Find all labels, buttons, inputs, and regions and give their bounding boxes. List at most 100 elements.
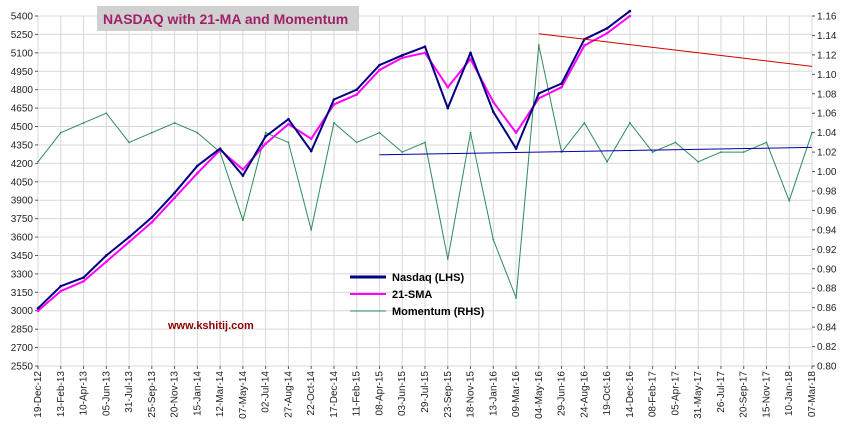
series-point-momentum	[310, 228, 313, 231]
series-point-sma	[332, 103, 336, 106]
x-tick-label: 10-Apr-13	[79, 371, 90, 416]
y-right-tick-label: 1.10	[817, 70, 837, 81]
y-left-tick-label: 4800	[11, 85, 34, 96]
series-point-momentum	[401, 151, 404, 154]
y-right-tick-label: 1.02	[817, 148, 837, 159]
y-left-tick-label: 5250	[11, 30, 34, 41]
series-point-momentum	[651, 151, 654, 154]
series-point-sma	[583, 44, 586, 47]
series-point-momentum	[788, 199, 791, 202]
series-point-momentum	[765, 141, 768, 144]
y-left-tick-label: 4650	[11, 104, 34, 115]
x-tick-label: 13-Feb-13	[56, 371, 67, 418]
x-tick-label: 07-May-14	[238, 371, 249, 419]
series-point-sma	[491, 100, 495, 104]
series-point-nasdaq	[127, 235, 131, 239]
series-point-sma	[560, 85, 563, 89]
x-tick-label: 29-Jul-15	[420, 371, 431, 413]
series-point-nasdaq	[264, 135, 267, 138]
y-left-tick-label: 4950	[11, 67, 34, 78]
series-point-momentum	[105, 112, 108, 115]
y-left-tick-label: 3300	[11, 269, 34, 280]
x-tick-label: 07-Mar-18	[807, 371, 818, 418]
series-point-nasdaq	[173, 191, 176, 195]
series-point-momentum	[537, 44, 540, 47]
series-point-momentum	[241, 219, 244, 222]
series-point-nasdaq	[446, 106, 450, 110]
series-point-sma	[423, 51, 427, 55]
x-tick-label: 09-Mar-16	[511, 371, 522, 418]
series-point-momentum	[424, 141, 426, 144]
series-point-sma	[36, 309, 40, 313]
trendline-red	[538, 33, 813, 67]
y-left-tick-label: 4200	[11, 159, 34, 170]
series-point-nasdaq	[628, 9, 632, 13]
watermark-text: www.kshitij.com	[167, 320, 254, 332]
x-tick-label: 23-Sep-15	[443, 371, 454, 418]
y-right-tick-label: 0.88	[817, 284, 837, 295]
y-left-tick-label: 3600	[11, 233, 34, 244]
y-left-tick-label: 4050	[11, 177, 34, 188]
series-point-momentum	[150, 131, 153, 134]
y-right-tick-label: 1.14	[817, 31, 837, 42]
y-left-tick-label: 2700	[11, 343, 34, 354]
series-point-nasdaq	[423, 45, 427, 49]
series-point-momentum	[59, 131, 62, 134]
series-point-sma	[104, 260, 108, 263]
x-tick-label: 22-Oct-14	[306, 371, 317, 416]
x-tick-label: 14-Dec-16	[625, 371, 636, 418]
series-point-momentum	[492, 238, 495, 241]
series-point-momentum	[811, 131, 813, 134]
y-right-tick-label: 0.90	[817, 264, 837, 275]
x-tick-label: 13-Jan-16	[488, 371, 499, 416]
y-right-tick-label: 1.04	[817, 128, 837, 139]
series-point-sma	[241, 168, 245, 171]
y-left-axis: 2550 2700 2850 3000 3150 3300 3450 3600 3750 3900…	[11, 12, 38, 373]
series-point-momentum	[720, 151, 722, 154]
x-tick-label: 03-Jun-15	[397, 371, 408, 416]
x-tick-label: 31-May-17	[693, 371, 704, 419]
x-tick-label: 26-Jul-17	[716, 371, 727, 413]
y-left-tick-label: 5400	[11, 12, 34, 23]
series-point-nasdaq	[59, 284, 63, 288]
x-tick-label: 17-Dec-14	[329, 371, 340, 418]
series-point-momentum	[287, 141, 290, 144]
legend-label-sma: 21-SMA	[392, 289, 432, 301]
series-point-nasdaq	[218, 147, 222, 150]
trendline-blue	[379, 146, 813, 156]
y-right-axis: 0.80 0.82 0.84 0.86 0.88 0.90 0.92 0.94 0.96 0.98…	[812, 12, 837, 373]
series-point-momentum	[674, 141, 677, 144]
series-point-momentum	[355, 141, 358, 144]
series-point-sma	[628, 14, 632, 18]
series-point-momentum	[196, 131, 199, 134]
y-left-tick-label: 4500	[11, 122, 34, 133]
series-point-momentum	[583, 122, 586, 124]
x-tick-label: 27-Aug-14	[283, 371, 294, 418]
series-point-nasdaq	[378, 63, 381, 67]
x-tick-label: 05-Apr-17	[670, 371, 681, 416]
series-point-sma	[59, 289, 63, 293]
series-point-momentum	[333, 122, 335, 124]
series-point-momentum	[264, 131, 267, 134]
series-point-momentum	[378, 131, 381, 134]
x-tick-label: 08-Apr-15	[374, 371, 385, 416]
y-left-tick-label: 3000	[11, 306, 34, 317]
trendline-layer	[379, 33, 813, 156]
x-tick-label: 31-Jul-13	[124, 371, 135, 413]
series-point-momentum	[697, 160, 700, 163]
x-tick-label: 04-May-16	[534, 371, 545, 419]
series-point-nasdaq	[560, 82, 563, 85]
series-point-sma	[378, 68, 381, 72]
x-tick-label: 19-Oct-16	[602, 371, 613, 416]
x-tick-label: 11-Feb-15	[352, 371, 363, 417]
series-point-nasdaq	[400, 53, 404, 57]
x-tick-label: 25-Sep-13	[147, 371, 158, 418]
y-left-tick-label: 2550	[11, 362, 34, 373]
y-right-tick-label: 0.96	[817, 206, 837, 217]
series-point-sma	[355, 93, 359, 96]
x-tick-label: 05-Jun-13	[101, 371, 112, 416]
series-point-sma	[196, 171, 199, 175]
y-right-tick-label: 1.16	[817, 12, 837, 23]
y-right-tick-label: 0.86	[817, 303, 837, 314]
